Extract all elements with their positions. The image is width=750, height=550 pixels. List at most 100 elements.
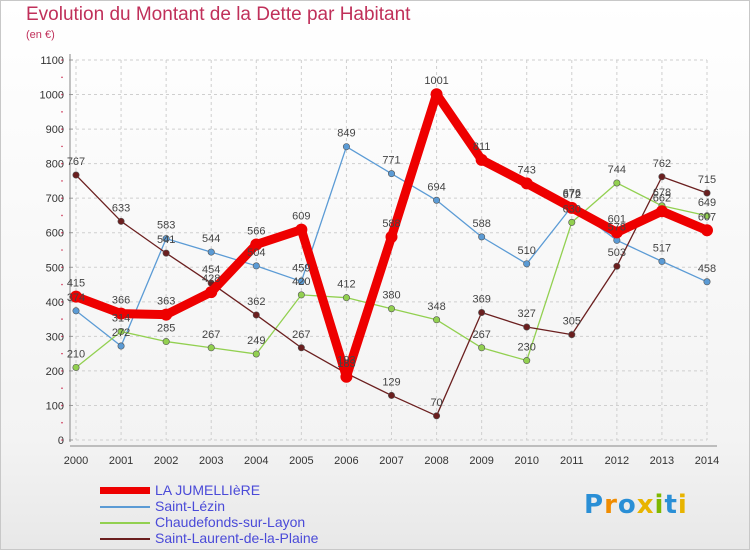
y-axis-dot (61, 352, 63, 355)
data-label: 503 (608, 247, 626, 259)
data-point (162, 249, 170, 257)
data-point (385, 230, 398, 243)
data-label: 249 (247, 335, 265, 347)
y-axis-dot (61, 111, 63, 113)
data-label: 743 (518, 164, 536, 176)
y-axis-dot (61, 93, 63, 96)
data-point (297, 291, 305, 299)
x-tick-label: 2011 (560, 455, 584, 467)
data-label: 458 (698, 263, 716, 275)
data-label: 327 (518, 308, 536, 320)
data-point (433, 316, 441, 324)
data-point (205, 286, 218, 299)
data-label: 415 (67, 278, 85, 290)
data-label: 588 (382, 218, 400, 230)
legend-item-chaudefonds[interactable]: Chaudefonds-sur-Layon (100, 514, 420, 531)
data-label: 412 (337, 279, 355, 291)
x-tick-label: 2006 (334, 455, 358, 467)
x-tick-label: 2010 (514, 455, 538, 467)
x-tick-label: 2003 (199, 455, 223, 467)
x-tick-label: 2012 (605, 455, 629, 467)
y-tick-label: 600 (46, 228, 64, 240)
data-label: 583 (157, 220, 175, 232)
chart-subtitle: (en €) (26, 29, 55, 41)
y-axis-dot (61, 301, 63, 303)
legend-item-saint-lezin[interactable]: Saint-Lézin (100, 498, 420, 515)
legend-swatch-chaudefonds (100, 522, 150, 524)
y-axis-dot (61, 214, 63, 217)
data-point (72, 307, 80, 315)
y-tick-label: 0 (58, 435, 64, 447)
data-point (207, 344, 215, 352)
y-tick-label: 300 (46, 331, 64, 343)
data-point (565, 201, 578, 214)
x-tick-label: 2002 (154, 455, 178, 467)
y-axis-dot (61, 249, 63, 251)
data-label: 715 (698, 174, 716, 186)
y-axis-dot (61, 318, 63, 320)
data-label: 504 (247, 247, 265, 259)
data-label: 459 (292, 262, 310, 274)
data-point (162, 338, 170, 346)
data-point (523, 357, 531, 365)
y-tick-label: 700 (46, 193, 64, 205)
data-point (478, 233, 486, 241)
y-tick-label: 200 (46, 366, 64, 378)
data-label: 633 (112, 202, 130, 214)
y-axis-dot (61, 128, 63, 130)
y-axis-dot (61, 404, 63, 407)
y-tick-label: 500 (46, 262, 64, 274)
y-axis-dot (61, 387, 63, 389)
y-axis-dot (61, 421, 63, 424)
data-label: 588 (472, 218, 490, 230)
data-label: 678 (653, 187, 671, 199)
data-label: 662 (653, 192, 671, 204)
data-label: 363 (157, 296, 175, 308)
legend-item-la-jumelliere[interactable]: LA JUMELLIèRE (100, 482, 420, 499)
y-axis-dot (61, 266, 63, 269)
y-tick-label: 1100 (40, 55, 64, 67)
data-point (703, 189, 711, 197)
data-label: 454 (202, 264, 220, 276)
legend: LA JUMELLIèRE Saint-Lézin Chaudefonds-su… (100, 482, 420, 547)
data-label: 676 (563, 187, 581, 199)
data-point (701, 224, 713, 237)
data-point (162, 235, 170, 243)
x-tick-label: 2014 (695, 455, 719, 467)
legend-item-saint-laurent[interactable]: Saint-Laurent-de-la-Plaine (100, 530, 420, 547)
y-axis-dot (61, 180, 63, 182)
data-label: 420 (292, 276, 310, 288)
data-point (658, 257, 666, 265)
data-point (613, 179, 621, 187)
x-tick-label: 2005 (289, 455, 313, 467)
data-point (295, 223, 308, 236)
data-point (297, 277, 305, 285)
data-label: 314 (112, 313, 130, 325)
data-point (160, 308, 173, 321)
legend-label: Saint-Lézin (155, 498, 226, 514)
legend-label: Saint-Laurent-de-la-Plaine (155, 530, 319, 546)
data-point (478, 344, 486, 352)
data-label: 428 (202, 273, 220, 285)
x-tick-label: 2009 (469, 455, 493, 467)
data-label: 348 (427, 301, 445, 313)
data-point (430, 88, 443, 101)
data-point (655, 205, 668, 218)
data-point (117, 328, 125, 336)
data-label: 544 (202, 233, 220, 245)
data-label: 517 (653, 242, 671, 254)
legend-label: Chaudefonds-sur-Layon (155, 514, 306, 530)
data-label: 767 (67, 156, 85, 168)
data-point (568, 331, 576, 339)
data-point (252, 350, 260, 358)
proxiti-logo: Proxiti (584, 490, 688, 520)
data-point (72, 171, 80, 179)
x-tick-label: 2007 (379, 455, 403, 467)
data-label: 609 (292, 211, 310, 223)
y-tick-label: 800 (46, 159, 64, 171)
data-point (613, 262, 621, 270)
data-point (115, 307, 128, 320)
data-label: 811 (473, 141, 491, 153)
data-point (703, 278, 711, 286)
